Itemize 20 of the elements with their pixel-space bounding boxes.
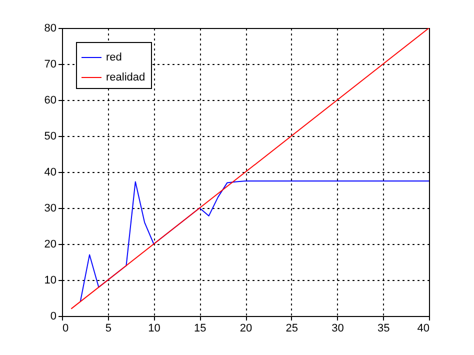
legend-label: red (106, 52, 122, 64)
y-tick-label: 30 (44, 202, 56, 214)
x-tick-label: 0 (62, 322, 69, 334)
y-tick-label: 60 (44, 94, 56, 106)
y-tick-label: 70 (44, 58, 56, 70)
y-tick-label: 40 (44, 166, 56, 178)
y-tick-label: 80 (44, 22, 56, 34)
x-tick-label: 25 (286, 322, 298, 334)
y-tick-label: 50 (44, 130, 56, 142)
x-tick-label: 5 (105, 322, 112, 334)
x-tick-label: 35 (378, 322, 390, 334)
y-tick-label: 0 (50, 310, 56, 322)
x-tick-label: 20 (240, 322, 252, 334)
y-tick-label: 20 (44, 238, 56, 250)
x-tick-label: 15 (194, 322, 206, 334)
y-tick-label: 10 (44, 274, 56, 286)
legend-label: realidad (106, 72, 146, 84)
x-tick-label: 40 (417, 322, 430, 334)
x-tick-label: 30 (332, 322, 344, 334)
x-tick-label: 10 (148, 322, 160, 334)
